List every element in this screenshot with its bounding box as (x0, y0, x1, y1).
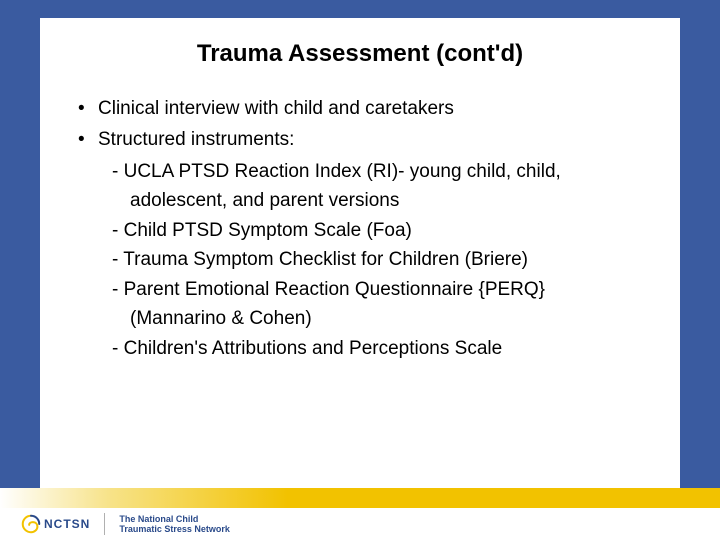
bullet-text: Structured instruments: (98, 129, 294, 150)
list-item: Structured instruments: - UCLA PTSD Reac… (76, 125, 652, 363)
sub-item: - Parent Emotional Reaction Questionnair… (112, 275, 652, 304)
content-box: Trauma Assessment (cont'd) Clinical inte… (40, 18, 680, 488)
footer-accent-bar (0, 488, 720, 508)
org-line: The National Child (119, 514, 230, 524)
footer-logo-bar: NCTSN The National Child Traumatic Stres… (0, 508, 720, 540)
slide-title: Trauma Assessment (cont'd) (68, 40, 652, 68)
list-item: Clinical interview with child and careta… (76, 94, 652, 123)
sub-item: - Children's Attributions and Perception… (112, 334, 652, 363)
sub-item: adolescent, and parent versions (112, 186, 652, 215)
swirl-icon (20, 513, 42, 535)
divider (104, 513, 105, 535)
bullet-list: Clinical interview with child and careta… (68, 94, 652, 363)
sub-item: (Mannarino & Cohen) (112, 304, 652, 333)
sub-item: - Trauma Symptom Checklist for Children … (112, 245, 652, 274)
org-line: Traumatic Stress Network (119, 524, 230, 534)
bullet-text: Clinical interview with child and careta… (98, 98, 454, 119)
footer: NCTSN The National Child Traumatic Stres… (0, 488, 720, 540)
org-name: The National Child Traumatic Stress Netw… (119, 514, 230, 535)
slide: Trauma Assessment (cont'd) Clinical inte… (0, 0, 720, 540)
sub-item: - UCLA PTSD Reaction Index (RI)- young c… (112, 157, 652, 186)
logo: NCTSN (20, 513, 90, 535)
sub-list: - UCLA PTSD Reaction Index (RI)- young c… (98, 155, 652, 363)
logo-acronym: NCTSN (44, 517, 90, 531)
sub-item: - Child PTSD Symptom Scale (Foa) (112, 216, 652, 245)
